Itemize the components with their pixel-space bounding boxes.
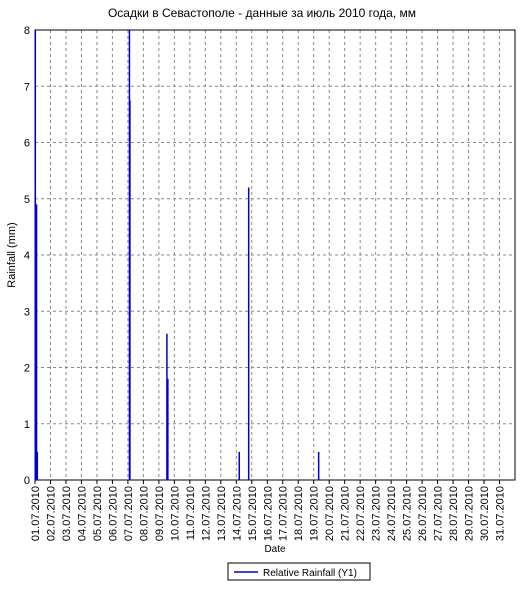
- x-tick-label: 26.07.2010: [417, 486, 429, 541]
- y-tick-label: 3: [24, 306, 30, 318]
- x-tick-label: 05.07.2010: [92, 486, 104, 541]
- x-tick-label: 07.07.2010: [123, 486, 135, 541]
- x-tick-label: 19.07.2010: [309, 486, 321, 541]
- x-axis-label: Date: [264, 544, 286, 555]
- x-tick-label: 30.07.2010: [479, 486, 491, 541]
- y-tick-label: 8: [24, 25, 30, 37]
- y-axis-label: Rainfall (mm): [6, 222, 18, 287]
- legend-label: Relative Rainfall (Y1): [263, 568, 357, 579]
- x-tick-label: 10.07.2010: [169, 486, 181, 541]
- x-tick-label: 03.07.2010: [61, 486, 73, 541]
- y-tick-label: 6: [24, 138, 30, 150]
- x-tick-label: 02.07.2010: [45, 486, 57, 541]
- chart-title: Осадки в Севастополе - данные за июль 20…: [108, 6, 416, 20]
- y-tick-label: 4: [24, 250, 30, 262]
- x-tick-label: 12.07.2010: [200, 486, 212, 541]
- y-tick-label: 7: [24, 81, 30, 93]
- y-tick-label: 1: [24, 419, 30, 431]
- x-tick-label: 15.07.2010: [247, 486, 259, 541]
- y-tick-label: 0: [24, 475, 30, 487]
- x-tick-label: 11.07.2010: [185, 486, 197, 540]
- x-tick-label: 04.07.2010: [76, 486, 88, 541]
- x-tick-label: 23.07.2010: [371, 486, 383, 541]
- x-tick-label: 21.07.2010: [340, 486, 352, 541]
- y-tick-label: 2: [24, 363, 30, 375]
- x-tick-label: 31.07.2010: [495, 486, 507, 541]
- y-tick-label: 5: [24, 194, 30, 206]
- x-tick-label: 25.07.2010: [402, 486, 414, 541]
- x-tick-label: 09.07.2010: [154, 486, 166, 541]
- x-tick-label: 16.07.2010: [262, 486, 274, 541]
- x-tick-label: 20.07.2010: [324, 486, 336, 541]
- x-tick-label: 27.07.2010: [433, 486, 445, 541]
- x-tick-label: 29.07.2010: [464, 486, 476, 541]
- x-tick-label: 08.07.2010: [138, 486, 150, 541]
- legend-box: [227, 562, 371, 581]
- x-tick-label: 17.07.2010: [278, 486, 290, 541]
- x-tick-label: 18.07.2010: [293, 486, 305, 541]
- x-tick-label: 14.07.2010: [231, 486, 243, 541]
- x-tick-label: 24.07.2010: [386, 486, 398, 541]
- x-tick-label: 22.07.2010: [355, 486, 367, 541]
- x-tick-label: 06.07.2010: [107, 486, 119, 541]
- x-tick-label: 28.07.2010: [448, 486, 460, 541]
- x-tick-label: 01.07.2010: [30, 486, 42, 541]
- x-tick-label: 13.07.2010: [216, 486, 228, 541]
